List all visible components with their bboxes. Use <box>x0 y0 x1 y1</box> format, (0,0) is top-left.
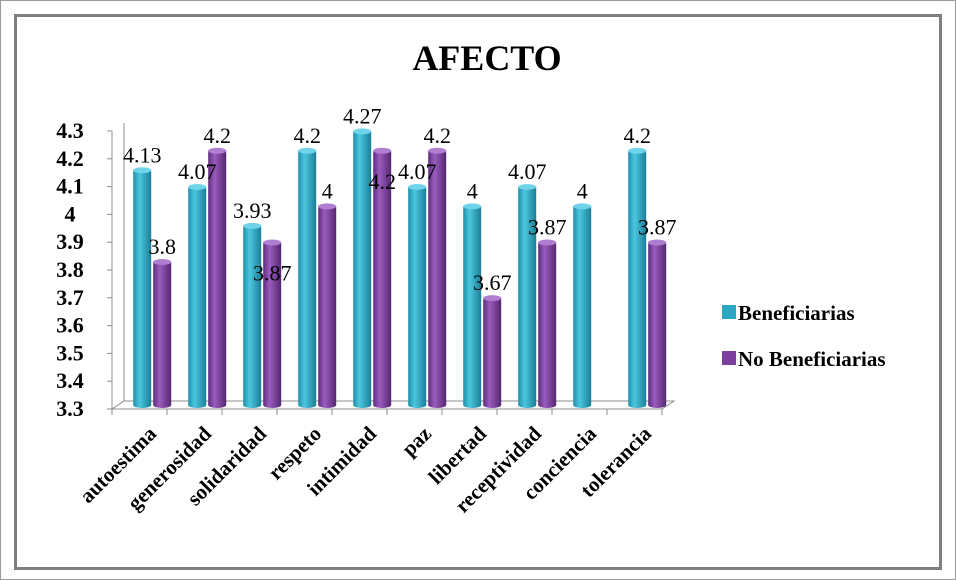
data-label: 4 <box>322 178 333 203</box>
chart-title: AFECTO <box>412 38 561 78</box>
bar-no-beneficiarias <box>208 147 227 408</box>
data-label: 4.2 <box>293 123 321 148</box>
bar-no-beneficiarias <box>538 239 557 408</box>
y-tick-label: 4.2 <box>56 146 84 171</box>
bar-beneficiarias <box>298 147 317 408</box>
bar-no-beneficiarias <box>318 203 337 408</box>
data-label: 4.07 <box>398 159 437 184</box>
data-label: 4.13 <box>123 142 162 167</box>
bar-beneficiarias <box>518 183 537 408</box>
data-label: 4.2 <box>203 123 231 148</box>
y-tick-label: 4.3 <box>56 118 84 143</box>
bar-no-beneficiarias <box>648 239 667 408</box>
bar-no-beneficiarias <box>483 295 502 408</box>
data-label: 4.2 <box>368 169 396 194</box>
bars <box>133 128 667 408</box>
data-label: 4 <box>467 178 478 203</box>
bar-beneficiarias <box>133 167 152 408</box>
bar-beneficiarias <box>628 147 647 408</box>
y-tick-label: 3.7 <box>56 285 84 310</box>
y-tick-label: 3.4 <box>56 368 84 393</box>
y-tick-label: 4.1 <box>56 174 84 199</box>
y-tick-label: 3.9 <box>56 229 84 254</box>
legend-label-no-beneficiarias: No Beneficiarias <box>738 347 886 371</box>
y-tick-label: 3.3 <box>56 396 84 421</box>
y-tick-label: 3.6 <box>56 313 84 338</box>
data-label: 4.2 <box>623 123 651 148</box>
data-label: 4.2 <box>423 123 451 148</box>
y-tick-label: 4 <box>65 201 76 226</box>
bar-no-beneficiarias <box>373 147 392 408</box>
x-tick-label: paz <box>397 422 436 461</box>
data-label: 4 <box>577 178 588 203</box>
data-label: 3.93 <box>233 198 272 223</box>
data-label: 4.07 <box>508 159 547 184</box>
data-label: 3.67 <box>473 270 512 295</box>
data-label: 3.87 <box>253 261 292 286</box>
data-label: 4.27 <box>343 103 382 128</box>
bar-no-beneficiarias <box>263 239 282 408</box>
bar-beneficiarias <box>408 183 427 408</box>
y-tick-label: 3.8 <box>56 257 84 282</box>
data-label: 4.07 <box>178 159 217 184</box>
data-labels: 4.13 4.07 3.93 4.2 4.27 4.07 4 4.07 4 4.2 3.8 4.2 3.… <box>123 103 677 295</box>
legend: Beneficiarias No Beneficiarias <box>722 301 886 371</box>
bar-no-beneficiarias <box>428 147 447 408</box>
legend-swatch-no-beneficiarias <box>722 351 736 365</box>
data-label: 3.87 <box>638 215 677 240</box>
bar-beneficiarias <box>573 203 592 408</box>
bar-no-beneficiarias <box>153 259 172 408</box>
legend-swatch-beneficiarias <box>722 305 736 319</box>
legend-label-beneficiarias: Beneficiarias <box>738 301 855 325</box>
bar-beneficiarias <box>188 183 207 408</box>
data-label: 3.8 <box>148 234 176 259</box>
bar-beneficiarias <box>243 222 262 408</box>
bar-beneficiarias <box>353 128 372 408</box>
bar-beneficiarias <box>463 203 482 408</box>
data-label: 3.87 <box>528 215 567 240</box>
y-tick-label: 3.5 <box>56 340 84 365</box>
